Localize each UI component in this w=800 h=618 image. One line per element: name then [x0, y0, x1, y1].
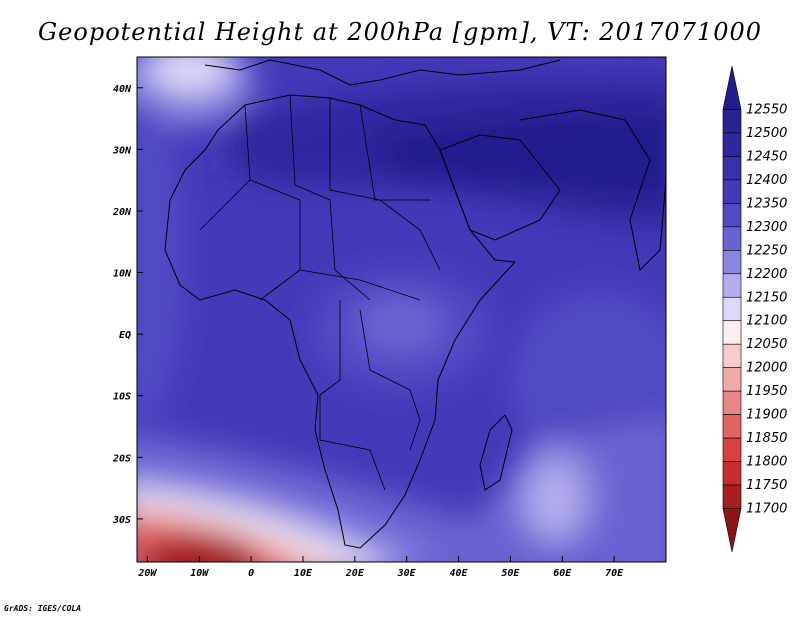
country-borders: [199, 94, 441, 491]
colorbar-segment: [722, 437, 742, 462]
lon-tick-label: 70E: [605, 568, 624, 579]
colorbar-segment: [722, 367, 742, 392]
colorbar-level-label: 11850: [746, 431, 787, 446]
lat-tick-label: 30N: [112, 145, 132, 156]
colorbar-segment: [722, 132, 742, 157]
colorbar-level-label: 11800: [746, 455, 787, 470]
lon-tick-label: 50E: [501, 568, 520, 579]
colorbar-segment: [722, 156, 742, 181]
colorbar-level-label: 12200: [746, 267, 787, 282]
coastlines: [164, 59, 666, 549]
lon-tick-label: 20E: [345, 568, 365, 579]
lon-tick-label: 30E: [397, 568, 417, 579]
colorbar-level-label: 11700: [746, 502, 787, 517]
colorbar-segment: [722, 484, 742, 509]
madagascar: [479, 414, 513, 491]
lat-tick-label: 40N: [113, 84, 132, 95]
colorbar-segment: [722, 179, 742, 204]
colorbar-level-label: 12500: [746, 126, 787, 141]
colorbar-segment: [722, 109, 742, 134]
colorbar-segment: [722, 461, 742, 486]
colorbar: 12550 12500 12450 12400 12350 12300 12250 12200…: [722, 65, 787, 553]
colorbar-level-label: 12300: [746, 220, 787, 235]
colorbar-segment: [722, 273, 742, 298]
colorbar-level-label: 11750: [746, 478, 787, 493]
colorbar-level-label: 12100: [746, 314, 787, 329]
colorbar-segment: [722, 508, 742, 553]
colorbar-segment: [722, 414, 742, 439]
europe: [204, 59, 561, 86]
colorbar-level-label: 12450: [746, 149, 787, 164]
colorbar-level-label: 12150: [746, 290, 787, 305]
colorbar-level-label: 11900: [746, 408, 787, 423]
lon-tick-label: 20W: [137, 568, 157, 579]
colorbar-segment: [722, 320, 742, 345]
lat-tick-label: 20N: [112, 207, 132, 218]
colorbar-level-label: 12000: [746, 361, 787, 376]
iran-india: [519, 109, 666, 272]
africa-coastline: [164, 94, 517, 549]
grads-credit: GrADS: IGES/COLA: [4, 604, 82, 613]
lon-tick-label: 10E: [294, 568, 313, 579]
colorbar-segment: [722, 226, 742, 251]
colorbar-level-label: 11950: [746, 384, 787, 399]
colorbar-segment: [722, 296, 742, 322]
lat-tick-label: 10N: [113, 269, 132, 280]
colorbar-segment: [722, 250, 742, 275]
axis-ticks: 20W 10W 0 10E 20E 30E 40E 50E 60E 70E 40N 30N 20N 10N…: [112, 84, 624, 579]
lat-tick-label: 20S: [112, 453, 131, 464]
colorbar-level-label: 12550: [746, 102, 787, 117]
lat-tick-label: 10S: [113, 392, 131, 403]
colorbar-segment: [722, 65, 742, 110]
lon-tick-label: 40E: [450, 568, 469, 579]
map-frame: [136, 56, 667, 563]
colorbar-segment: [722, 390, 742, 415]
colorbar-level-label: 12250: [746, 243, 787, 258]
chart-title: Geopotential Height at 200hPa [gpm], VT:…: [38, 18, 762, 46]
colorbar-segment: [722, 203, 742, 228]
lon-tick-label: 10W: [190, 568, 209, 579]
colorbar-level-label: 12050: [746, 337, 787, 352]
colorbar-level-label: 12400: [746, 173, 787, 188]
colorbar-level-label: 12350: [746, 196, 787, 211]
lat-tick-label: EQ: [119, 330, 131, 341]
lat-tick-label: 30S: [112, 515, 131, 526]
lon-tick-label: 0: [248, 568, 254, 579]
geopotential-field: [137, 57, 666, 562]
lon-tick-label: 60E: [553, 568, 572, 579]
arabia: [439, 134, 561, 241]
colorbar-segment: [722, 343, 742, 368]
